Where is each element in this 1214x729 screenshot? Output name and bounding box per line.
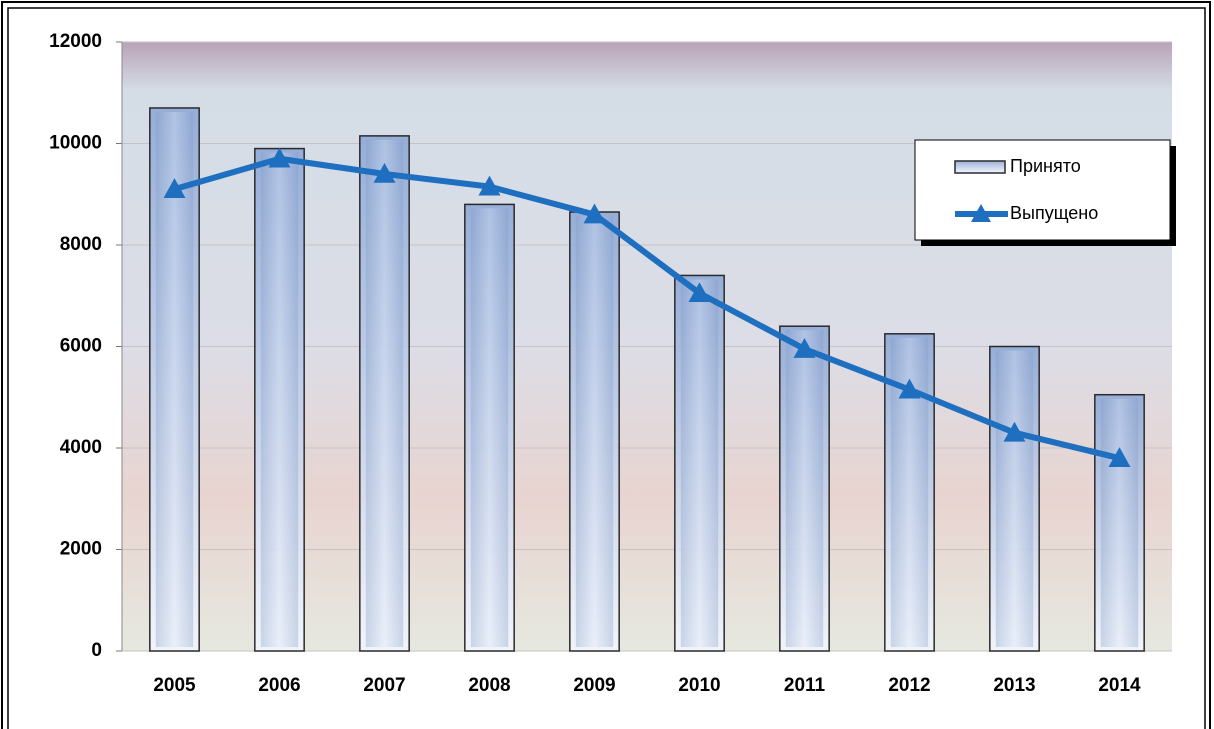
x-tick-label: 2009 <box>573 675 615 696</box>
marker <box>373 162 396 183</box>
y-tick-label: 0 <box>91 640 102 661</box>
legend-marker <box>971 204 991 222</box>
marker <box>1108 447 1131 467</box>
x-tick-label: 2008 <box>468 675 510 696</box>
bar-shine <box>785 330 824 647</box>
bar-shine <box>260 152 299 647</box>
x-tick-label: 2012 <box>888 675 930 696</box>
y-tick-label: 10000 <box>49 133 102 154</box>
x-tick-label: 2007 <box>363 675 405 696</box>
marker <box>268 147 291 168</box>
frame <box>7 7 1206 729</box>
y-tick-label: 12000 <box>49 31 102 52</box>
x-tick-label: 2006 <box>258 675 300 696</box>
bar-shine <box>470 208 509 647</box>
legend-label: Принято <box>1010 156 1081 176</box>
bar-shine <box>680 279 719 647</box>
legend-box <box>914 139 1171 241</box>
y-tick-label: 4000 <box>60 437 102 458</box>
bar-shine <box>155 111 194 648</box>
bar-shine <box>1100 398 1139 647</box>
bar-shine <box>365 139 404 647</box>
legend: Принято Выпущено <box>914 139 1176 246</box>
marker <box>478 175 501 196</box>
x-tick-label: 2005 <box>153 675 196 696</box>
y-tick-label: 8000 <box>60 234 102 255</box>
marker <box>583 203 606 224</box>
marker <box>163 178 186 198</box>
marker <box>1003 421 1026 442</box>
line <box>173 155 1121 462</box>
marker <box>688 282 711 303</box>
bar-shine <box>995 350 1034 647</box>
marker <box>793 338 816 358</box>
y-tick-label: 6000 <box>60 336 102 357</box>
x-tick-label: 2014 <box>1098 675 1141 696</box>
x-tick-label: 2011 <box>784 675 826 696</box>
marker <box>898 378 921 399</box>
legend-swatch <box>954 160 1006 174</box>
y-tick-label: 2000 <box>60 539 102 560</box>
legend-label: Выпущено <box>1010 203 1098 223</box>
x-tick-label: 2010 <box>678 675 720 696</box>
bar-shine <box>575 216 614 647</box>
x-tick-label: 2013 <box>993 675 1035 696</box>
